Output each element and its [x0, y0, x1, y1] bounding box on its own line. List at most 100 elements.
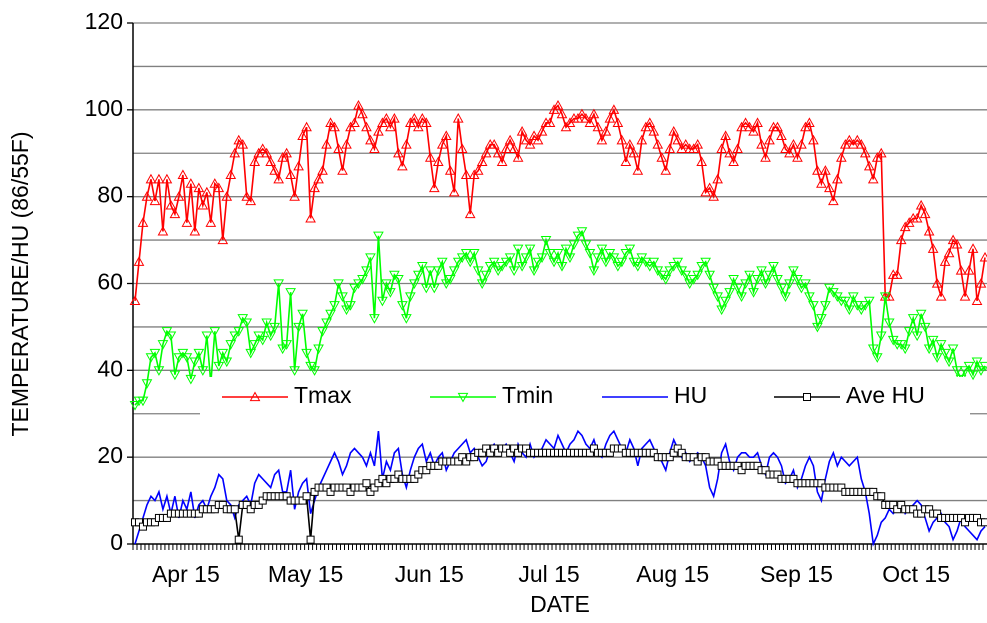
marker [341, 305, 352, 316]
marker [911, 331, 923, 342]
marker [241, 191, 253, 201]
marker [452, 257, 464, 268]
marker [724, 147, 735, 158]
marker [544, 249, 556, 259]
marker [500, 257, 512, 268]
marker [428, 283, 440, 294]
marker [504, 253, 516, 263]
marker [959, 366, 971, 376]
marker [592, 121, 604, 132]
marker [285, 288, 296, 298]
marker [568, 240, 580, 250]
marker [233, 327, 245, 337]
marker [169, 370, 181, 381]
marker [133, 256, 145, 266]
marker [776, 130, 787, 140]
marker [496, 156, 508, 167]
marker [420, 283, 432, 294]
marker [472, 165, 484, 175]
marker [189, 225, 201, 236]
marker [839, 296, 851, 307]
marker [353, 279, 364, 290]
x-tick-label: Oct 15 [882, 561, 950, 587]
marker [197, 199, 209, 210]
marker [464, 257, 476, 268]
marker [149, 348, 161, 359]
marker [161, 173, 173, 184]
marker [851, 134, 863, 145]
marker [919, 208, 931, 219]
marker [796, 283, 807, 294]
marker [784, 147, 795, 158]
marker [981, 518, 987, 527]
marker [265, 331, 277, 342]
marker [780, 292, 791, 303]
marker [289, 366, 300, 376]
marker [488, 257, 500, 268]
marker [233, 134, 245, 145]
y-tick-label: 100 [85, 95, 123, 121]
marker [600, 126, 612, 136]
marker [177, 169, 189, 180]
marker [764, 270, 775, 281]
marker [660, 165, 672, 175]
marker [488, 139, 500, 149]
marker [592, 253, 604, 263]
marker [225, 340, 237, 350]
marker [788, 266, 799, 277]
marker [580, 240, 592, 250]
marker [137, 217, 149, 227]
marker [584, 117, 596, 127]
legend: Tmax Tmin HU Ave HU [200, 377, 970, 417]
marker [716, 305, 727, 316]
marker [193, 348, 205, 359]
marker [648, 257, 660, 268]
marker [560, 244, 572, 255]
marker [855, 305, 867, 316]
marker [656, 152, 668, 162]
marker [584, 249, 596, 259]
marker [249, 340, 261, 350]
marker [564, 253, 576, 263]
marker [185, 374, 197, 385]
marker [341, 139, 352, 149]
marker [440, 130, 452, 140]
marker [971, 295, 983, 305]
marker [173, 353, 185, 363]
marker [408, 279, 420, 290]
marker [824, 182, 835, 193]
x-tick-label: Apr 15 [152, 561, 220, 587]
marker [756, 139, 767, 149]
marker [365, 134, 376, 145]
marker [927, 335, 939, 346]
marker [349, 283, 360, 294]
marker [552, 99, 564, 110]
marker [704, 270, 715, 281]
y-tick-label: 80 [97, 182, 123, 208]
marker [249, 156, 261, 167]
marker [975, 366, 987, 376]
marker [337, 292, 348, 303]
marker [416, 262, 428, 272]
marker [704, 182, 715, 193]
marker [321, 139, 332, 149]
marker [780, 143, 791, 154]
x-tick-label: Sep 15 [760, 561, 833, 587]
marker [632, 165, 644, 175]
marker [536, 253, 548, 263]
y-tick-label: 20 [97, 442, 123, 468]
marker [979, 251, 987, 262]
marker [408, 112, 420, 123]
marker [401, 314, 412, 324]
marker [456, 253, 468, 263]
marker [552, 249, 564, 259]
marker [249, 391, 261, 402]
marker [301, 121, 312, 132]
marker [213, 361, 225, 372]
marker [859, 147, 871, 158]
marker [708, 283, 719, 294]
marker [373, 231, 384, 242]
marker [548, 257, 560, 268]
marker [740, 117, 751, 127]
marker [349, 117, 360, 127]
